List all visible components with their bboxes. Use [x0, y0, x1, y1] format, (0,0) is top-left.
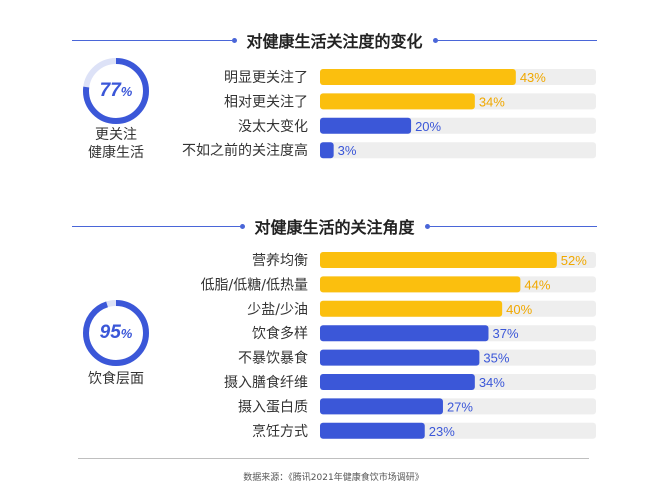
ring-percentage: 77% — [82, 57, 150, 125]
ring-caption-line1: 更关注 — [95, 127, 137, 143]
value-label: 20% — [415, 119, 441, 134]
value-label: 43% — [520, 70, 546, 85]
ring-progress — [83, 300, 149, 366]
category-label: 不如之前的关注度高 — [182, 142, 308, 159]
bar — [320, 374, 475, 390]
category-label: 烹饪方式 — [252, 423, 308, 440]
value-label: 27% — [447, 399, 473, 414]
value-label: 40% — [506, 302, 532, 317]
bar-track — [320, 142, 596, 159]
value-label: 44% — [524, 277, 550, 292]
category-label: 摄入膳食纤维 — [224, 374, 308, 391]
value-label: 23% — [429, 424, 455, 439]
bar — [320, 422, 425, 439]
bar — [320, 300, 503, 317]
data-source: 数据来源：《腾讯2021年健康食饮市场调研》 — [243, 473, 424, 483]
ring-graphic — [83, 300, 149, 366]
bar — [320, 252, 557, 268]
ring-progress — [83, 58, 149, 124]
ring-caption-2: 饮食层面 — [66, 370, 166, 388]
title-dot-left — [231, 37, 237, 43]
title-dot-left — [239, 223, 245, 229]
bar — [320, 398, 443, 415]
category-label: 不暴饮暴食 — [238, 350, 308, 367]
chart-1: 明显更关注了 43% 相对更关注了 34% 没太大变化 20% 不如之前的关注度高 3% — [182, 69, 596, 159]
category-label: 饮食多样 — [252, 325, 308, 342]
ring-caption-1: 更关注 健康生活 — [66, 126, 166, 162]
bar — [320, 117, 412, 134]
footer-divider — [78, 458, 589, 459]
title-rule-left — [72, 225, 240, 227]
category-label: 明显更关注了 — [224, 70, 308, 86]
title-rule-left — [72, 39, 232, 41]
bar — [320, 276, 521, 293]
title-dot-right — [432, 37, 438, 43]
ring-unit: % — [120, 325, 133, 341]
ring-caption-line1: 饮食层面 — [88, 371, 144, 387]
bar — [320, 325, 489, 342]
category-label: 低脂/低糖/低热量 — [201, 277, 308, 293]
value-label: 34% — [479, 375, 505, 390]
ring-diet: 95% — [82, 299, 150, 367]
category-label: 少盐/少油 — [247, 302, 308, 318]
title-rule-right — [437, 39, 598, 41]
value-label: 34% — [479, 94, 505, 109]
ring-caption-line2: 健康生活 — [88, 145, 144, 161]
value-label: 37% — [492, 326, 518, 341]
ring-graphic — [83, 58, 149, 124]
category-label: 没太大变化 — [238, 119, 308, 135]
category-label: 营养均衡 — [252, 253, 308, 269]
chart-2: 营养均衡 52% 低脂/低糖/低热量 44% 少盐/少油 40% 饮食多样 37% 不暴饮暴食 3… — [201, 252, 596, 440]
bar — [320, 349, 480, 366]
ring-more-attention: 77% — [82, 57, 150, 125]
title-rule-right — [429, 225, 598, 227]
section-title-change: 对健康生活关注度的变化 — [72, 30, 598, 51]
value-label: 3% — [338, 143, 357, 158]
ring-percentage: 95% — [82, 299, 150, 367]
bar — [320, 69, 516, 85]
section-2-title: 对健康生活的关注角度 — [254, 218, 415, 237]
category-label: 摄入蛋白质 — [238, 399, 308, 415]
section-1-title: 对健康生活关注度的变化 — [246, 32, 423, 51]
category-label: 相对更关注了 — [224, 94, 308, 110]
ring-value: 95 — [99, 322, 121, 343]
bar — [320, 93, 475, 110]
ring-value: 77 — [99, 80, 121, 101]
value-label: 35% — [483, 351, 509, 366]
title-dot-right — [424, 223, 430, 229]
value-label: 52% — [561, 253, 587, 268]
ring-unit: % — [120, 83, 133, 99]
bar — [320, 142, 334, 159]
section-title-angle: 对健康生活的关注角度 — [72, 216, 598, 237]
